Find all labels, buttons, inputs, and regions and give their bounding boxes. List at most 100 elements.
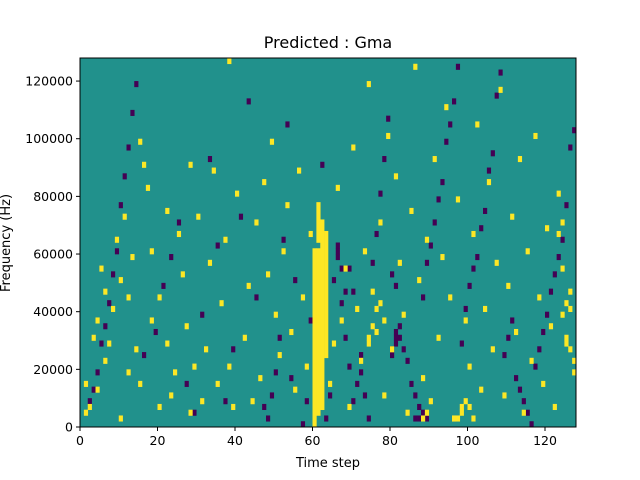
high-value-cell: [142, 161, 147, 168]
high-value-cell: [130, 254, 135, 261]
high-value-cell: [556, 190, 561, 197]
high-value-cell: [114, 236, 120, 243]
low-value-cell: [471, 265, 476, 272]
low-value-cell: [393, 328, 399, 336]
high-value-cell: [541, 380, 546, 387]
high-value-cell: [502, 392, 507, 399]
high-value-cell: [568, 346, 573, 353]
low-value-cell: [572, 127, 577, 134]
low-value-cell: [293, 277, 298, 284]
low-value-cell: [87, 398, 92, 405]
low-value-cell: [215, 242, 220, 249]
high-value-cell: [91, 334, 96, 341]
high-value-cell: [289, 328, 294, 336]
high-value-cell: [204, 346, 209, 353]
high-value-cell: [568, 288, 573, 295]
low-value-cell: [401, 346, 406, 353]
high-value-cell: [83, 409, 89, 416]
heatmap-cells: [83, 58, 577, 428]
high-value-cell: [568, 305, 573, 312]
low-value-cell: [200, 311, 205, 318]
low-value-cell: [552, 271, 557, 278]
low-value-cell: [397, 323, 402, 330]
high-value-cell: [359, 357, 364, 364]
high-value-cell: [219, 300, 224, 307]
high-value-cell: [134, 346, 139, 353]
high-value-cell: [545, 225, 550, 232]
high-value-cell: [370, 288, 375, 295]
high-value-cell: [409, 207, 414, 214]
low-value-cell: [424, 259, 430, 266]
low-value-cell: [413, 392, 418, 399]
low-value-cell: [238, 213, 244, 220]
high-value-cell: [401, 311, 406, 318]
high-value-cell: [552, 403, 557, 411]
low-value-cell: [169, 254, 174, 261]
high-value-cell: [529, 357, 534, 364]
high-value-cell: [514, 328, 519, 336]
high-value-cell: [413, 63, 418, 70]
high-value-cell: [196, 213, 201, 220]
x-tick-label: 60: [305, 433, 321, 448]
low-value-cell: [514, 375, 519, 382]
low-value-cell: [335, 248, 340, 255]
high-value-cell: [471, 230, 476, 238]
low-value-cell: [436, 196, 441, 203]
high-value-cell: [165, 340, 170, 347]
high-value-cell: [235, 190, 240, 197]
high-value-cell: [145, 184, 151, 191]
high-value-cell: [366, 81, 371, 88]
low-value-cell: [409, 380, 414, 387]
high-value-cell: [118, 277, 123, 284]
high-value-cell: [471, 415, 476, 422]
high-value-cell: [262, 179, 267, 186]
y-tick-label: 100000: [25, 131, 73, 146]
high-value-band: [312, 248, 317, 428]
high-value-cell: [393, 173, 399, 180]
high-value-cell: [448, 294, 453, 301]
high-value-cell: [452, 415, 457, 422]
high-value-cell: [180, 271, 185, 278]
low-value-cell: [347, 265, 352, 272]
y-tick-label: 60000: [33, 247, 73, 262]
high-value-cell: [126, 294, 131, 301]
high-value-cell: [483, 305, 488, 312]
low-value-cell: [393, 334, 399, 341]
y-tick-label: 0: [65, 420, 73, 435]
high-value-cell: [537, 294, 542, 301]
high-value-cell: [254, 219, 259, 226]
high-value-cell: [111, 305, 116, 312]
high-value-cell: [421, 415, 426, 422]
plot-frame: [79, 57, 577, 428]
high-value-cell: [490, 346, 495, 353]
high-value-cell: [362, 248, 368, 255]
low-value-cell: [130, 109, 135, 116]
low-value-cell: [320, 161, 325, 168]
low-value-cell: [339, 300, 344, 307]
low-value-cell: [254, 294, 259, 301]
low-value-cell: [273, 369, 278, 376]
high-value-cell: [188, 409, 193, 416]
low-value-cell: [231, 346, 236, 353]
x-tick-label: 80: [382, 433, 398, 448]
low-value-cell: [285, 121, 290, 128]
chart-title: Predicted : Gma: [264, 33, 392, 52]
low-value-cell: [467, 282, 472, 289]
high-value-cell: [103, 288, 108, 295]
high-value-cell: [103, 357, 108, 364]
low-value-cell: [95, 369, 100, 376]
low-value-cell: [475, 254, 480, 261]
low-value-cell: [486, 167, 492, 174]
low-value-cell: [192, 409, 197, 416]
low-value-cell: [498, 69, 503, 76]
high-value-cell: [207, 259, 213, 266]
high-value-cell: [572, 369, 577, 376]
low-value-cell: [506, 334, 511, 341]
high-value-cell: [440, 254, 445, 261]
high-value-cell: [479, 386, 484, 393]
high-value-cell: [266, 271, 271, 278]
low-value-cell: [444, 138, 449, 145]
low-value-cell: [413, 415, 418, 422]
high-value-cell: [281, 248, 286, 255]
high-value-cell: [432, 156, 437, 163]
